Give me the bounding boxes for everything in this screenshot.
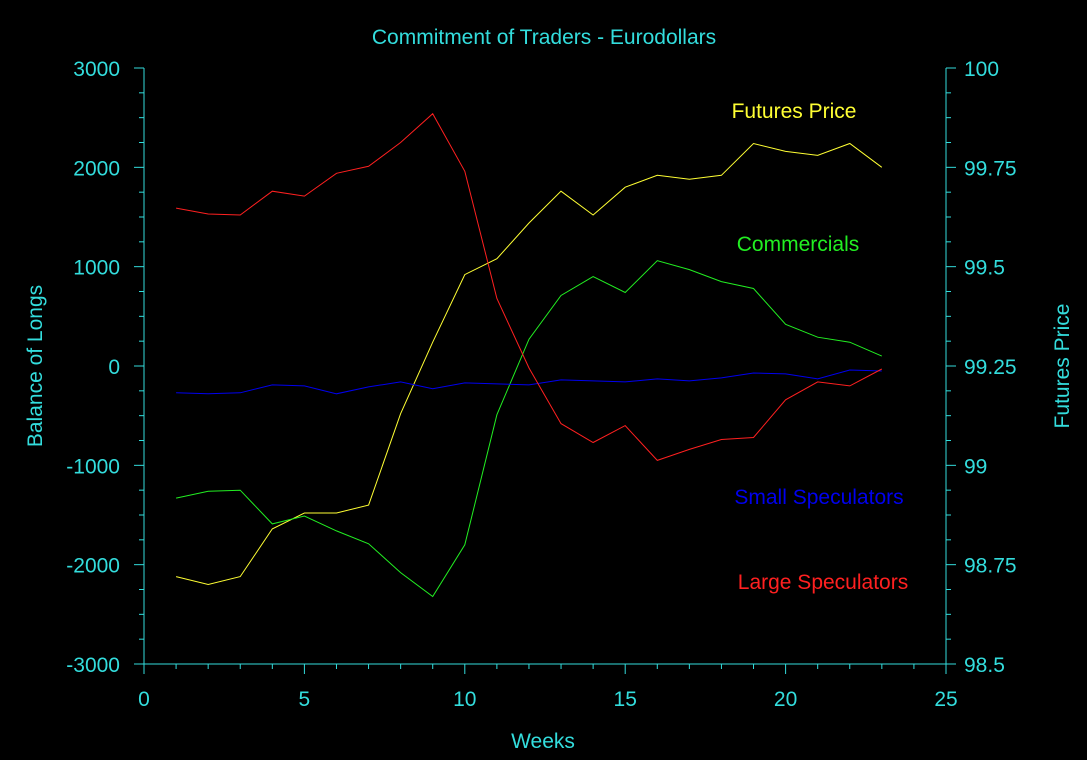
y2-axis-label: Futures Price	[1051, 304, 1074, 429]
large-speculators-label: Large Speculators	[738, 571, 908, 594]
small-speculators-label: Small Speculators	[734, 486, 903, 509]
plot-lines	[175, 112, 883, 598]
series-labels: Futures Price Commercials Small Speculator…	[732, 100, 909, 594]
y-tick-label: -3000	[66, 654, 120, 677]
small-speculators-line	[176, 369, 882, 395]
commercials-label: Commercials	[737, 233, 860, 256]
y2-tick-label: 98.5	[964, 654, 1005, 677]
y-tick-label: 0	[108, 356, 120, 379]
x-tick-label: 10	[453, 688, 476, 711]
y2-tick-label: 99	[964, 455, 987, 478]
y-tick-label: 1000	[73, 257, 120, 280]
chart-title: Commitment of Traders - Eurodollars	[372, 26, 716, 49]
y2-tick-label: 99.25	[964, 356, 1017, 379]
y2-tick-label: 99.75	[964, 157, 1017, 180]
y-tick-label: -2000	[66, 555, 120, 578]
y2-tick-label: 100	[964, 58, 999, 81]
x-tick-label: 25	[934, 688, 957, 711]
y-tick-label: 2000	[73, 157, 120, 180]
x-axis-label: Weeks	[511, 730, 575, 753]
x-tick-label: 5	[299, 688, 311, 711]
futures-price-label: Futures Price	[732, 100, 857, 123]
y-axis-label: Balance of Longs	[24, 285, 47, 447]
y2-tick-label: 98.75	[964, 555, 1017, 578]
y-tick-label: -1000	[66, 455, 120, 478]
commercials-line	[175, 260, 882, 598]
x-tick-label: 0	[138, 688, 150, 711]
y-tick-label: 3000	[73, 58, 120, 81]
y2-tick-label: 99.5	[964, 257, 1005, 280]
large-speculators-line	[176, 112, 883, 461]
axes: -3000-2000-1000010002000300098.598.75999…	[66, 58, 1016, 711]
x-tick-label: 20	[774, 688, 797, 711]
x-tick-label: 15	[614, 688, 637, 711]
